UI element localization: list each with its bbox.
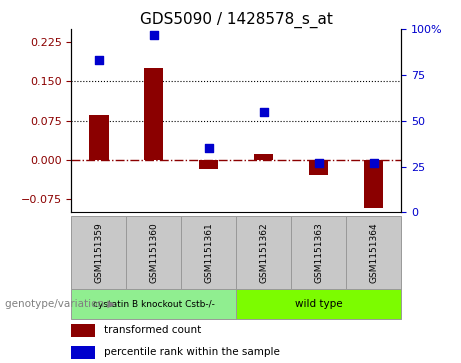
Bar	[254, 154, 273, 160]
Text: GSM1151361: GSM1151361	[204, 222, 213, 283]
Text: cystatin B knockout Cstb-/-: cystatin B knockout Cstb-/-	[93, 299, 215, 309]
Bar	[71, 289, 236, 319]
Text: GSM1151360: GSM1151360	[149, 222, 159, 283]
Text: transformed count: transformed count	[104, 325, 201, 335]
Bar	[346, 216, 401, 289]
Text: genotype/variation ▶: genotype/variation ▶	[5, 299, 115, 309]
Text: percentile rank within the sample: percentile rank within the sample	[104, 347, 280, 357]
Bar	[236, 216, 291, 289]
Text: GSM1151364: GSM1151364	[369, 222, 378, 283]
Bar	[309, 160, 328, 175]
Title: GDS5090 / 1428578_s_at: GDS5090 / 1428578_s_at	[140, 12, 333, 28]
Bar	[71, 324, 95, 337]
Bar	[364, 160, 383, 208]
Point	[150, 32, 158, 37]
Text: GSM1151362: GSM1151362	[259, 222, 268, 283]
Bar	[89, 115, 108, 160]
Bar	[71, 346, 95, 359]
Bar	[71, 216, 126, 289]
Bar	[181, 216, 236, 289]
Bar	[126, 216, 181, 289]
Text: wild type: wild type	[295, 299, 343, 309]
Bar	[236, 289, 401, 319]
Point	[205, 145, 213, 151]
Bar	[291, 216, 346, 289]
Point	[95, 57, 103, 63]
Bar	[144, 68, 164, 160]
Point	[315, 160, 322, 166]
Text: GSM1151363: GSM1151363	[314, 222, 323, 283]
Text: GSM1151359: GSM1151359	[95, 222, 103, 283]
Bar	[199, 160, 219, 170]
Point	[370, 160, 377, 166]
Point	[260, 109, 267, 114]
